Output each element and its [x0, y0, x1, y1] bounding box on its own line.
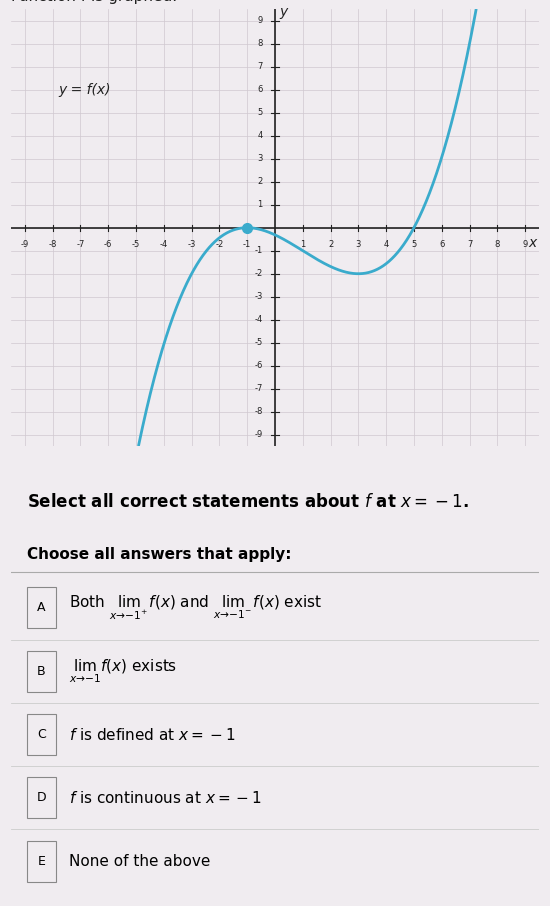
Text: -1: -1 [243, 240, 251, 249]
Text: -8: -8 [254, 408, 262, 417]
Text: 2: 2 [257, 178, 262, 186]
Text: -5: -5 [254, 338, 262, 347]
Text: $f$ is continuous at $x = -1$: $f$ is continuous at $x = -1$ [69, 790, 262, 805]
Bar [27, 777, 56, 818]
Text: 9: 9 [257, 16, 262, 25]
Text: A: A [37, 602, 46, 614]
Text: Select all correct statements about $f$ at $x=-1$.: Select all correct statements about $f$ … [27, 493, 469, 511]
Text: B: B [37, 665, 46, 678]
Text: -4: -4 [160, 240, 168, 249]
Text: D: D [36, 791, 46, 805]
Text: 3: 3 [257, 154, 262, 163]
Text: y = f(x): y = f(x) [58, 83, 111, 97]
Text: $x$: $x$ [528, 236, 539, 250]
Text: -4: -4 [254, 315, 262, 324]
Text: 2: 2 [328, 240, 333, 249]
Bar [27, 841, 56, 882]
Text: -9: -9 [254, 430, 262, 439]
Text: Both $\lim_{x\to -1^+} f(x)$ and $\lim_{x\to -1^-} f(x)$ exist: Both $\lim_{x\to -1^+} f(x)$ and $\lim_{… [69, 593, 322, 622]
Text: $\lim_{x\to -1} f(x)$ exists: $\lim_{x\to -1} f(x)$ exists [69, 658, 177, 685]
Text: -3: -3 [188, 240, 196, 249]
Text: -7: -7 [254, 384, 262, 393]
Text: 5: 5 [411, 240, 416, 249]
Text: 7: 7 [257, 63, 262, 71]
Text: -5: -5 [132, 240, 140, 249]
Text: -7: -7 [76, 240, 85, 249]
Text: 5: 5 [257, 108, 262, 117]
Text: 8: 8 [494, 240, 500, 249]
Text: $f$ is defined at $x = -1$: $f$ is defined at $x = -1$ [69, 727, 235, 743]
Text: 6: 6 [439, 240, 444, 249]
Bar [27, 714, 56, 755]
Text: -3: -3 [254, 293, 262, 301]
Text: $y$: $y$ [279, 6, 290, 21]
Text: -9: -9 [21, 240, 29, 249]
Text: 7: 7 [467, 240, 472, 249]
Text: 4: 4 [257, 131, 262, 140]
Text: 3: 3 [356, 240, 361, 249]
Bar [27, 587, 56, 629]
Bar [27, 651, 56, 692]
Text: 8: 8 [257, 39, 262, 48]
Text: -6: -6 [254, 361, 262, 371]
Text: 6: 6 [257, 85, 262, 94]
Text: None of the above: None of the above [69, 853, 211, 869]
Text: -6: -6 [104, 240, 112, 249]
Text: C: C [37, 728, 46, 741]
Text: E: E [37, 854, 45, 868]
Text: -1: -1 [254, 246, 262, 255]
Text: 4: 4 [383, 240, 389, 249]
Text: -2: -2 [254, 269, 262, 278]
Text: 9: 9 [522, 240, 528, 249]
Text: 1: 1 [257, 200, 262, 209]
Text: Function f is graphed.: Function f is graphed. [11, 0, 177, 4]
Text: -8: -8 [48, 240, 57, 249]
Text: 1: 1 [300, 240, 305, 249]
Text: Choose all answers that apply:: Choose all answers that apply: [27, 547, 292, 562]
Text: -2: -2 [215, 240, 223, 249]
